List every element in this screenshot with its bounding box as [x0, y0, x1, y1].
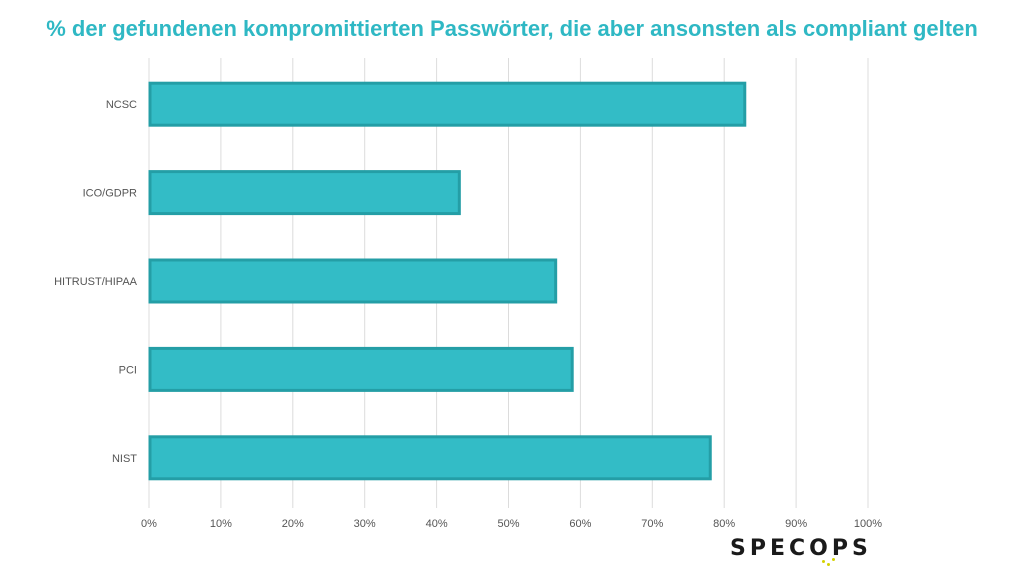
bar-ico-gdpr: [148, 170, 461, 216]
category-label: ICO/GDPR: [83, 188, 137, 200]
x-tick-label: 80%: [713, 518, 735, 530]
category-labels: NCSC ICO/GDPR HITRUST/HIPAA PCI NIST: [54, 99, 138, 465]
x-tick-label: 100%: [854, 518, 882, 530]
category-label: HITRUST/HIPAA: [54, 276, 138, 288]
category-label: PCI: [119, 364, 137, 376]
x-tick-label: 40%: [426, 518, 448, 530]
category-label: NCSC: [106, 99, 137, 111]
x-tick-label: 10%: [210, 518, 232, 530]
bars: [148, 81, 747, 481]
specops-logo: SPECOPS: [730, 536, 872, 561]
bar-ncsc: [148, 81, 747, 127]
x-tick-label: 50%: [497, 518, 519, 530]
x-tick-label: 90%: [785, 518, 807, 530]
bar-nist: [148, 435, 712, 481]
x-tick-label: 20%: [282, 518, 304, 530]
category-label: NIST: [112, 453, 137, 465]
chart-title: % der gefundenen kompromittierten Passwö…: [46, 16, 978, 41]
bar-hitrust-hipaa: [148, 258, 558, 304]
x-tick-label: 0%: [141, 518, 157, 530]
x-tick-label: 60%: [569, 518, 591, 530]
x-tick-labels: 0% 10% 20% 30% 40% 50% 60% 70% 80% 90% 100%: [141, 518, 882, 530]
bar-pci: [148, 346, 574, 392]
logo-dots-icon: [822, 556, 836, 566]
x-tick-label: 70%: [641, 518, 663, 530]
x-tick-label: 30%: [354, 518, 376, 530]
